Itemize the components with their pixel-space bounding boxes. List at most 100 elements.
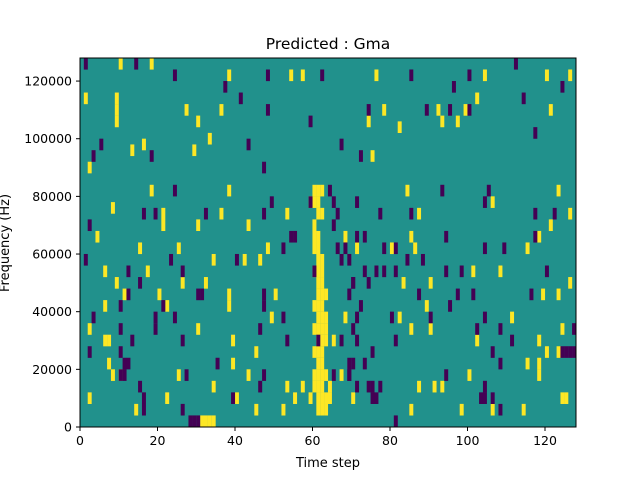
heatmap-cell-high (560, 392, 565, 404)
heatmap-cell-high (316, 196, 321, 208)
heatmap-cell-low (262, 369, 267, 381)
heatmap-cell-high (560, 323, 565, 335)
heatmap-cell-high (343, 311, 348, 324)
heatmap-cell-high (320, 403, 325, 416)
heatmap-cell-high (192, 144, 197, 157)
heatmap-cell-high (401, 277, 406, 289)
heatmap-cell-high (316, 184, 321, 197)
heatmap-cell-low (366, 277, 371, 289)
heatmap-cell-high (281, 403, 286, 416)
y-tick-label: 100000 (24, 131, 72, 146)
heatmap-cell-low (370, 346, 375, 358)
heatmap-cell-high (114, 104, 119, 116)
plot-frame (79, 57, 577, 428)
heatmap-cell-low (339, 334, 344, 347)
heatmap-cell-low (91, 150, 96, 162)
heatmap-cell-low (335, 207, 340, 220)
heatmap-cell-low (258, 323, 263, 335)
heatmap-cell-high (114, 277, 119, 289)
y-tick-label: 120000 (24, 74, 72, 89)
heatmap-cell-high (463, 104, 468, 116)
heatmap-cell-low (141, 392, 146, 404)
heatmap-cell-low (533, 230, 538, 243)
heatmap-cell-low (99, 138, 104, 151)
heatmap-cell-high (482, 69, 487, 82)
chart-title: Predicted : Gma (266, 35, 390, 53)
heatmap-cell-low (285, 334, 290, 347)
heatmap-cell-low (153, 311, 158, 324)
heatmap-cell-high (231, 334, 236, 347)
heatmap-cell-low (513, 57, 518, 70)
heatmap-cell-high (320, 288, 325, 301)
heatmap-cell-high (351, 392, 356, 404)
heatmap-cell-low (444, 230, 449, 243)
heatmap-cell-low (331, 196, 336, 208)
heatmap-cell-high (320, 300, 325, 312)
heatmap-cell-high (510, 311, 515, 324)
heatmap-cell-high (196, 115, 201, 128)
heatmap-cell-high (320, 392, 325, 404)
heatmap-cell-low (91, 311, 96, 324)
heatmap-cell-high (258, 253, 263, 266)
heatmap-cell-low (355, 196, 360, 208)
heatmap-cell-high (428, 277, 433, 289)
heatmap-cell-low (362, 357, 367, 370)
heatmap-cell-low (347, 369, 352, 381)
heatmap-cell-high (320, 369, 325, 381)
heatmap-cell-low (343, 242, 348, 255)
heatmap-cell-low (482, 311, 487, 324)
heatmap-cell-high (382, 104, 387, 116)
heatmap-cell-high (327, 380, 332, 393)
heatmap-cell-high (409, 323, 414, 335)
heatmap-cell-high (541, 288, 546, 301)
heatmap-cell-high (324, 369, 329, 381)
heatmap-cell-high (417, 207, 422, 220)
heatmap-cell-low (180, 265, 185, 278)
heatmap-cell-low (498, 323, 503, 335)
heatmap-cell-low (459, 265, 464, 278)
heatmap-cell-high (165, 300, 170, 312)
heatmap-cell-low (378, 207, 383, 220)
heatmap-cell-low (192, 415, 197, 428)
heatmap-cell-low (118, 300, 123, 312)
heatmap-cell-low (265, 69, 270, 82)
heatmap-cell-low (184, 369, 189, 381)
heatmap-cell-low (370, 392, 375, 404)
heatmap-cell-low (568, 346, 573, 358)
heatmap-cell-low (335, 242, 340, 255)
heatmap-cell-high (211, 415, 216, 428)
heatmap-cell-low (417, 288, 422, 301)
heatmap-cell-low (498, 403, 503, 416)
heatmap-cell-high (417, 380, 422, 393)
heatmap-cell-high (405, 184, 410, 197)
heatmap-cell-low (409, 69, 414, 82)
heatmap-cell-low (234, 253, 239, 266)
heatmap-cell-low (172, 311, 177, 324)
heatmap-cell-high (227, 288, 232, 301)
heatmap-cell-high (312, 184, 317, 197)
heatmap-cell-low (444, 265, 449, 278)
heatmap-cell-high (316, 323, 321, 335)
heatmap-cell-high (246, 219, 251, 232)
heatmap-cell-high (234, 392, 239, 404)
heatmap-cell-low (126, 288, 131, 301)
heatmap-cell-high (424, 300, 429, 312)
heatmap-cell-high (475, 92, 480, 105)
heatmap-cell-high (300, 380, 305, 393)
heatmap-cell-high (525, 357, 530, 370)
heatmap-cell-low (362, 265, 367, 278)
heatmap-cell-low (149, 150, 154, 162)
heatmap-cell-high (316, 311, 321, 324)
heatmap-cell-low (351, 277, 356, 289)
heatmap-cell-low (83, 57, 88, 70)
heatmap-cell-low (355, 230, 360, 243)
heatmap-cell-high (149, 57, 154, 70)
heatmap-cell-low (200, 288, 205, 301)
heatmap-cell-low (366, 104, 371, 116)
heatmap-cell-high (211, 380, 216, 393)
heatmap-cell-low (448, 104, 453, 116)
heatmap-cell-high (231, 357, 236, 370)
heatmap-cell-high (110, 369, 115, 381)
heatmap-cell-low (262, 207, 267, 220)
heatmap-cell-low (475, 323, 480, 335)
